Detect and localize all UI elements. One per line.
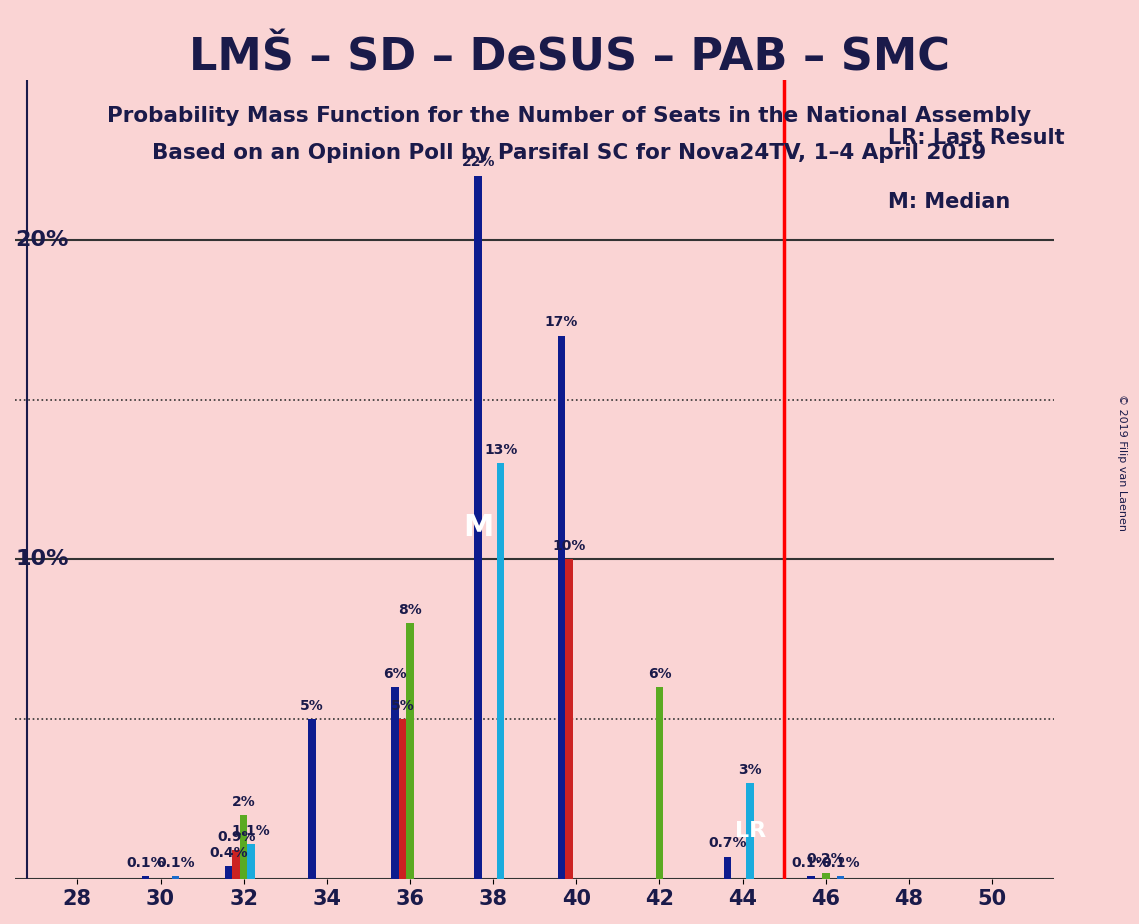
Text: 0.2%: 0.2% [806,853,845,867]
Text: 5%: 5% [300,699,323,713]
Text: 2%: 2% [232,795,255,808]
Bar [172,876,179,880]
Text: 3%: 3% [738,763,762,777]
Bar [497,464,505,880]
Bar [475,176,482,880]
Bar [746,784,754,880]
Text: 13%: 13% [484,444,517,457]
Text: 0.1%: 0.1% [821,856,860,869]
Text: M: M [462,513,493,542]
Text: 0.1%: 0.1% [156,856,195,869]
Text: 10%: 10% [552,539,585,553]
Text: Probability Mass Function for the Number of Seats in the National Assembly: Probability Mass Function for the Number… [107,106,1032,127]
Text: LR: Last Result: LR: Last Result [888,128,1065,148]
Text: 0.1%: 0.1% [126,856,165,869]
Text: LMŠ – SD – DeSUS – PAB – SMC: LMŠ – SD – DeSUS – PAB – SMC [189,37,950,80]
Bar [399,720,407,880]
Text: Based on an Opinion Poll by Parsifal SC for Nova24TV, 1–4 April 2019: Based on an Opinion Poll by Parsifal SC … [153,143,986,164]
Text: 22%: 22% [461,155,495,169]
Text: 0.4%: 0.4% [210,846,248,860]
Text: 6%: 6% [383,667,407,681]
Text: 6%: 6% [648,667,671,681]
Text: 20%: 20% [15,229,68,249]
Bar [309,720,316,880]
Bar [558,335,565,880]
Text: M: Median: M: Median [888,191,1010,212]
Bar [142,876,149,880]
Text: 8%: 8% [399,603,421,617]
Text: 10%: 10% [15,550,68,569]
Text: 5%: 5% [391,699,415,713]
Bar [724,857,731,880]
Text: © 2019 Filip van Laenen: © 2019 Filip van Laenen [1117,394,1126,530]
Bar [392,687,399,880]
Bar [565,559,573,880]
Text: 0.9%: 0.9% [216,830,255,845]
Bar [656,687,663,880]
Text: 0.7%: 0.7% [708,836,747,850]
Text: 1.1%: 1.1% [231,823,271,838]
Bar [837,876,844,880]
Text: 17%: 17% [544,315,577,329]
Bar [407,624,413,880]
Bar [226,867,232,880]
Bar [822,873,829,880]
Bar [808,876,814,880]
Bar [247,845,255,880]
Bar [232,850,240,880]
Text: LR: LR [735,821,765,841]
Bar [240,815,247,880]
Text: 0.1%: 0.1% [792,856,830,869]
